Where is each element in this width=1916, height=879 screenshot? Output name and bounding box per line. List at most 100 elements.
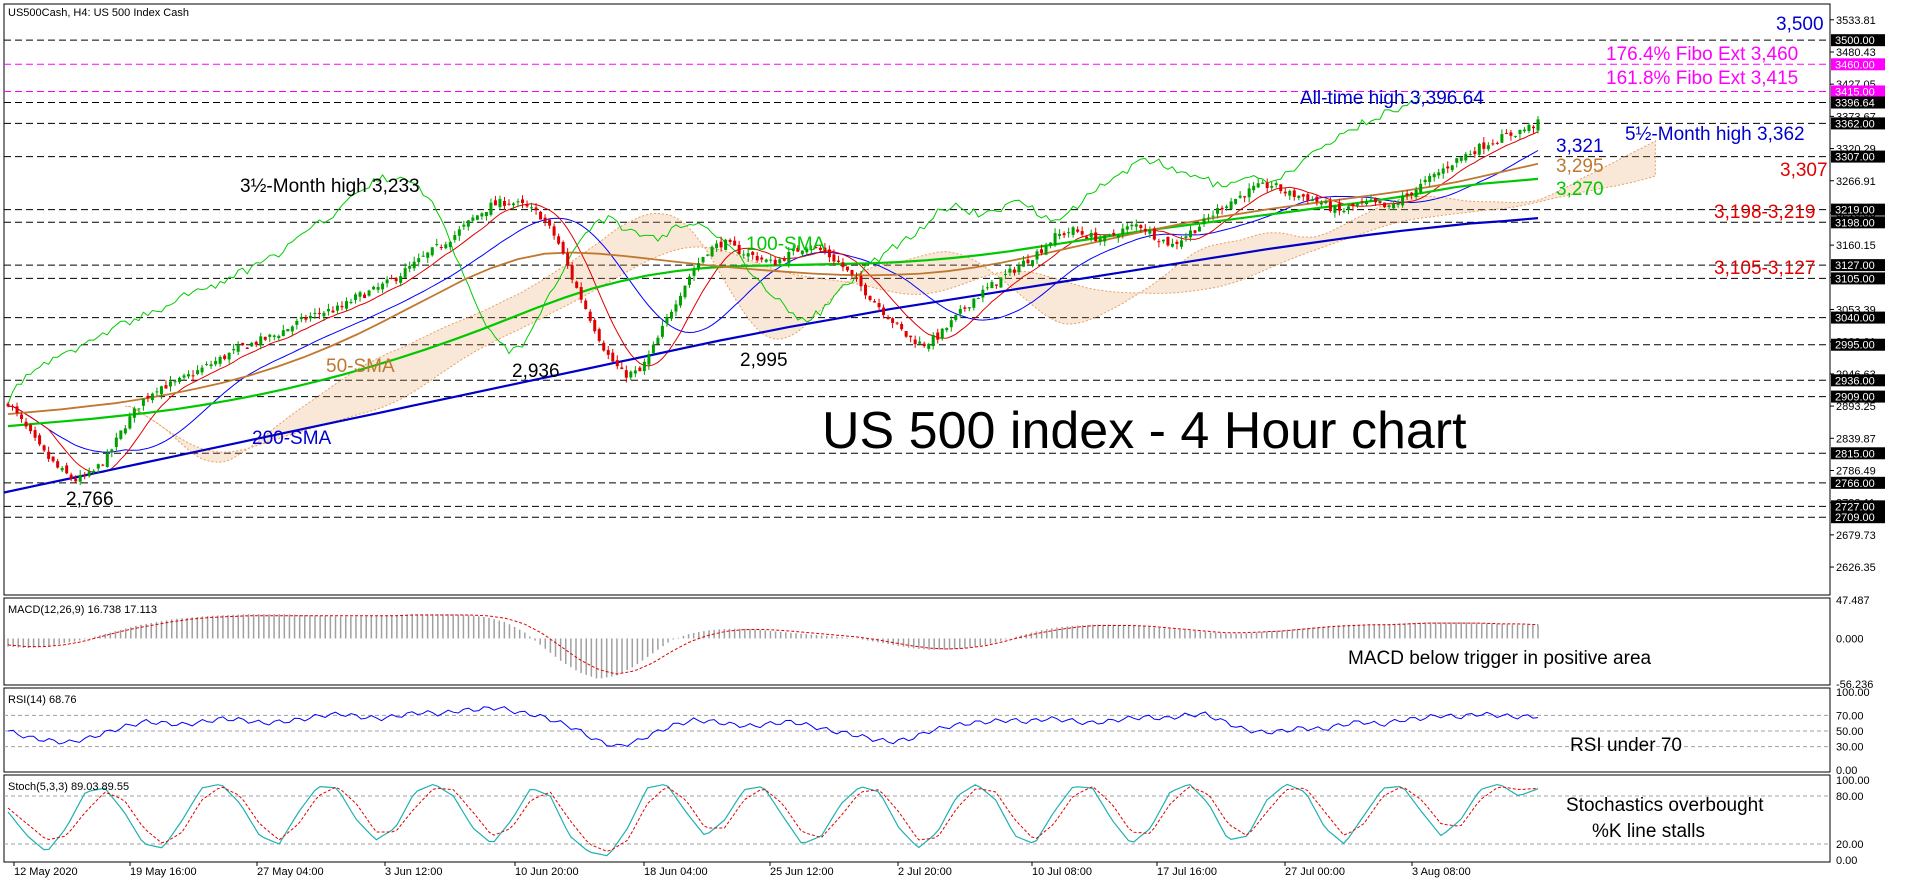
candle-body [1134, 224, 1138, 227]
price-tag-label: 2936.00 [1835, 375, 1875, 387]
candle-body [51, 456, 55, 462]
candle-body [254, 341, 258, 345]
annotation-label: 2,995 [740, 350, 788, 371]
candle [1157, 238, 1161, 248]
macd-header: MACD(12,26,9) 16.738 17.113 [8, 604, 157, 616]
candle [1410, 192, 1414, 200]
candle [1324, 199, 1328, 205]
candle [132, 406, 136, 423]
candle [236, 341, 240, 356]
candle-body [430, 247, 434, 256]
candle-body [178, 377, 182, 382]
candle [150, 392, 154, 404]
candle-body [620, 367, 624, 370]
candle-body [642, 361, 646, 372]
candle-body [69, 474, 73, 479]
candle [507, 199, 511, 206]
candle-body [457, 229, 461, 236]
time-tick-label: 18 Jun 04:00 [644, 866, 708, 878]
candle [1170, 238, 1174, 248]
candle-body [1157, 241, 1161, 243]
candle [1351, 203, 1355, 211]
annotation-label: 3½-Month high 3,233 [240, 176, 420, 197]
candle-body [155, 391, 159, 393]
candle-body [344, 301, 348, 309]
candle [1012, 266, 1016, 276]
candle [904, 330, 908, 338]
candle-body [1247, 188, 1251, 198]
candle [1152, 226, 1156, 241]
candle-body [1265, 182, 1269, 189]
price-tag-bg [1831, 150, 1885, 163]
candle [1148, 226, 1152, 239]
candle [1166, 236, 1170, 247]
price-tag-label: 3415.00 [1835, 86, 1875, 98]
candle [1207, 213, 1211, 223]
candle [1473, 146, 1477, 158]
chart-header: US500Cash, H4: US 500 Index Cash [8, 7, 189, 19]
price-tag-bg [1831, 34, 1885, 47]
candle [1270, 181, 1274, 191]
candle [1527, 122, 1531, 134]
price-tag-bg [1831, 96, 1885, 109]
candle [241, 342, 245, 346]
candle [326, 303, 330, 316]
candle [498, 195, 502, 210]
candle-body [20, 414, 24, 419]
candle [1468, 150, 1472, 156]
candle-body [1067, 232, 1071, 234]
sma200-line [4, 217, 1539, 494]
candle-body [678, 295, 682, 306]
candle-body [159, 386, 163, 395]
candle-body [1464, 154, 1468, 161]
annotation-label: 3,295 [1556, 156, 1604, 177]
candle-body [1112, 232, 1116, 236]
candle [1292, 188, 1296, 201]
candle [101, 463, 105, 466]
candle-body [1486, 145, 1490, 150]
candle [78, 470, 82, 486]
candle-body [462, 224, 466, 227]
candle [624, 365, 628, 383]
candle [877, 298, 881, 312]
candle-body [259, 336, 263, 346]
candle [579, 282, 583, 304]
candle-body [119, 430, 123, 439]
macd-plot: 47.487 0.000 -56.236 [7, 595, 1873, 691]
candle [746, 248, 750, 262]
candle [1261, 179, 1265, 184]
candle [882, 304, 886, 319]
rsi-line [7, 706, 1539, 747]
candle-body [1355, 204, 1359, 206]
candle-body [87, 471, 91, 477]
price-tag: 3396.64 [1831, 96, 1885, 110]
candle-body [669, 311, 673, 319]
candle [51, 456, 55, 463]
candle [344, 297, 348, 311]
candle [1017, 262, 1021, 275]
candle-body [972, 298, 976, 308]
candle [769, 254, 773, 264]
candle-body [570, 265, 574, 280]
candle-body [868, 295, 872, 300]
candle [187, 370, 191, 379]
price-tag-label: 3105.00 [1835, 273, 1875, 285]
candle-body [1107, 234, 1111, 236]
candle-body [1536, 119, 1540, 131]
candle-body [818, 247, 822, 250]
stoch-d-line [7, 786, 1539, 852]
candle [214, 356, 218, 367]
candle [502, 196, 506, 210]
candle [1419, 179, 1423, 195]
stoch-annotation-line1: Stochastics overbought [1566, 795, 1764, 816]
candle [868, 295, 872, 302]
candle [60, 466, 64, 473]
time-tick-label: 3 Aug 08:00 [1412, 866, 1471, 878]
stoch-tick-label: 100.00 [1836, 775, 1870, 787]
candle-body [1405, 193, 1409, 196]
candle [87, 467, 91, 478]
price-tag-bg [1831, 447, 1885, 460]
candle-body [444, 244, 448, 249]
candle [755, 252, 759, 263]
sma50-line [7, 162, 1539, 415]
